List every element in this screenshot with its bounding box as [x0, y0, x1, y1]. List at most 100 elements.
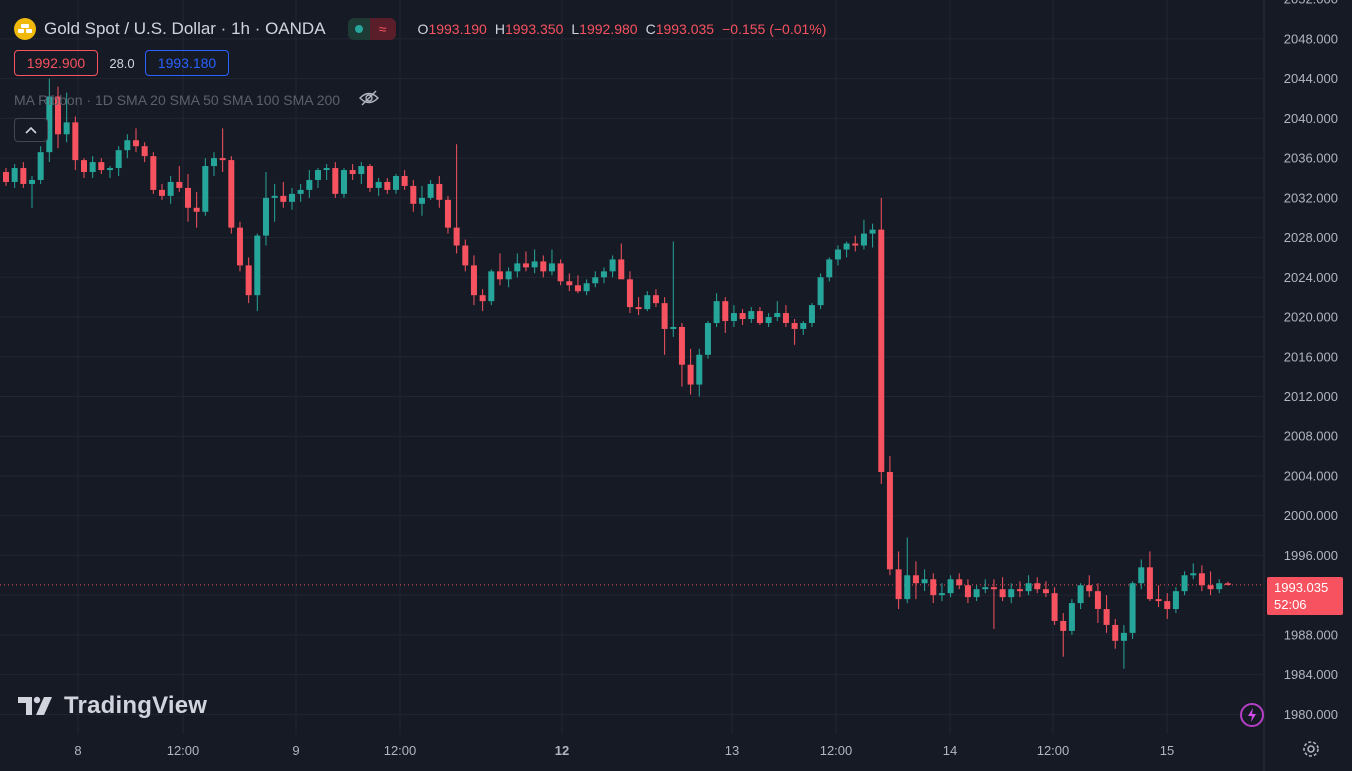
candle-body — [1216, 583, 1223, 590]
candle-body — [202, 166, 209, 212]
indicator-legend[interactable]: MA Ribbon · 1D SMA 20 SMA 50 SMA 100 SMA… — [14, 90, 380, 109]
time-tick-label: 12 — [555, 743, 569, 758]
candle — [384, 177, 391, 194]
spread-value: 28.0 — [109, 55, 135, 71]
high-value: 1993.350 — [504, 21, 564, 37]
buy-button[interactable]: 1993.180 — [145, 50, 229, 76]
candle — [860, 219, 867, 250]
candle — [80, 158, 87, 178]
watermark-text: TradingView — [64, 692, 208, 719]
candle — [11, 164, 18, 188]
candle-body — [566, 281, 573, 286]
high-label: H — [494, 21, 505, 37]
symbol-title[interactable]: Gold Spot / U.S. Dollar · 1h · OANDA — [44, 19, 326, 38]
candle — [418, 185, 425, 216]
candle-body — [722, 301, 729, 322]
candle — [644, 291, 651, 312]
candle-body — [184, 187, 191, 208]
candle — [167, 175, 174, 204]
candle-body — [436, 183, 443, 200]
ohlc-values: O1993.190 H1993.350 L1992.980 C1993.035 … — [418, 21, 827, 37]
candle-body — [531, 261, 538, 268]
candle — [1112, 618, 1119, 649]
sell-button[interactable]: 1992.900 — [14, 50, 98, 76]
time-tick-label: 13 — [725, 743, 739, 758]
candle — [37, 146, 44, 184]
candle-body — [37, 152, 44, 180]
candle-body — [635, 307, 642, 310]
candle — [739, 309, 746, 325]
candle-body — [696, 354, 703, 385]
candle-body — [228, 160, 235, 228]
candle — [670, 241, 677, 337]
candle-body — [54, 96, 61, 135]
candle — [141, 142, 148, 163]
candle — [713, 293, 720, 327]
time-tick-label: 8 — [74, 743, 81, 758]
candle-body — [730, 313, 737, 322]
price-tick-label: 2052.000 — [1284, 0, 1338, 7]
time-tick-label: 12:00 — [167, 743, 200, 758]
candle-body — [3, 172, 9, 182]
candle-body — [132, 140, 139, 147]
candlestick-series — [3, 78, 1231, 669]
gear-icon[interactable] — [1300, 738, 1322, 760]
lightning-icon[interactable] — [1240, 703, 1264, 727]
candle — [956, 573, 963, 590]
candle-body — [254, 235, 261, 296]
candle-body — [453, 227, 460, 246]
candle — [600, 267, 607, 284]
time-axis[interactable]: 8 12:00 9 12:00 12 13 12:00 14 12:00 15 — [74, 743, 1174, 758]
candle-body — [427, 183, 434, 198]
candle — [124, 134, 131, 159]
candle-body — [1068, 603, 1075, 631]
candle-body — [141, 146, 148, 157]
candle-body — [106, 168, 113, 171]
collapse-legend-button[interactable] — [14, 118, 48, 142]
candle — [878, 197, 885, 484]
candle — [54, 86, 61, 149]
candle-body — [817, 277, 824, 306]
candle-body — [713, 301, 720, 323]
candle-body — [46, 96, 53, 153]
candle — [592, 271, 599, 288]
price-tick-label: 2008.000 — [1284, 429, 1338, 444]
candle — [774, 301, 781, 322]
candle-body — [410, 185, 417, 204]
candle — [280, 181, 287, 208]
eye-hidden-icon[interactable] — [358, 90, 380, 109]
candle — [410, 179, 417, 212]
candle-body — [782, 313, 789, 323]
candle-body — [661, 303, 668, 329]
price-tick-label: 2048.000 — [1284, 31, 1338, 46]
candle — [808, 303, 815, 327]
candle-body — [548, 263, 555, 272]
price-tick-label: 2044.000 — [1284, 71, 1338, 86]
candle — [1120, 624, 1127, 669]
market-status-toggle[interactable]: ≈ — [347, 18, 396, 40]
candle — [496, 253, 503, 286]
candle — [748, 307, 755, 323]
candle-body — [11, 168, 18, 182]
candle-body — [626, 279, 633, 308]
candle-body — [895, 569, 902, 600]
candle-body — [193, 207, 200, 212]
candle-body — [652, 295, 659, 304]
candle-body — [332, 168, 339, 194]
candle — [886, 456, 893, 576]
candle — [895, 551, 902, 610]
candle — [453, 144, 460, 254]
price-axis[interactable]: 1980.0001984.0001988.0001992.0001996.000… — [1284, 0, 1338, 722]
candle — [1198, 565, 1205, 592]
candle — [106, 166, 113, 178]
candle — [661, 297, 668, 355]
candle — [1077, 583, 1084, 610]
time-tick-label: 9 — [292, 743, 299, 758]
gold-coin-icon[interactable] — [14, 18, 36, 40]
candle-body — [1120, 632, 1127, 641]
open-label: O — [417, 21, 429, 37]
candle — [150, 152, 157, 194]
price-tick-label: 2036.000 — [1284, 151, 1338, 166]
